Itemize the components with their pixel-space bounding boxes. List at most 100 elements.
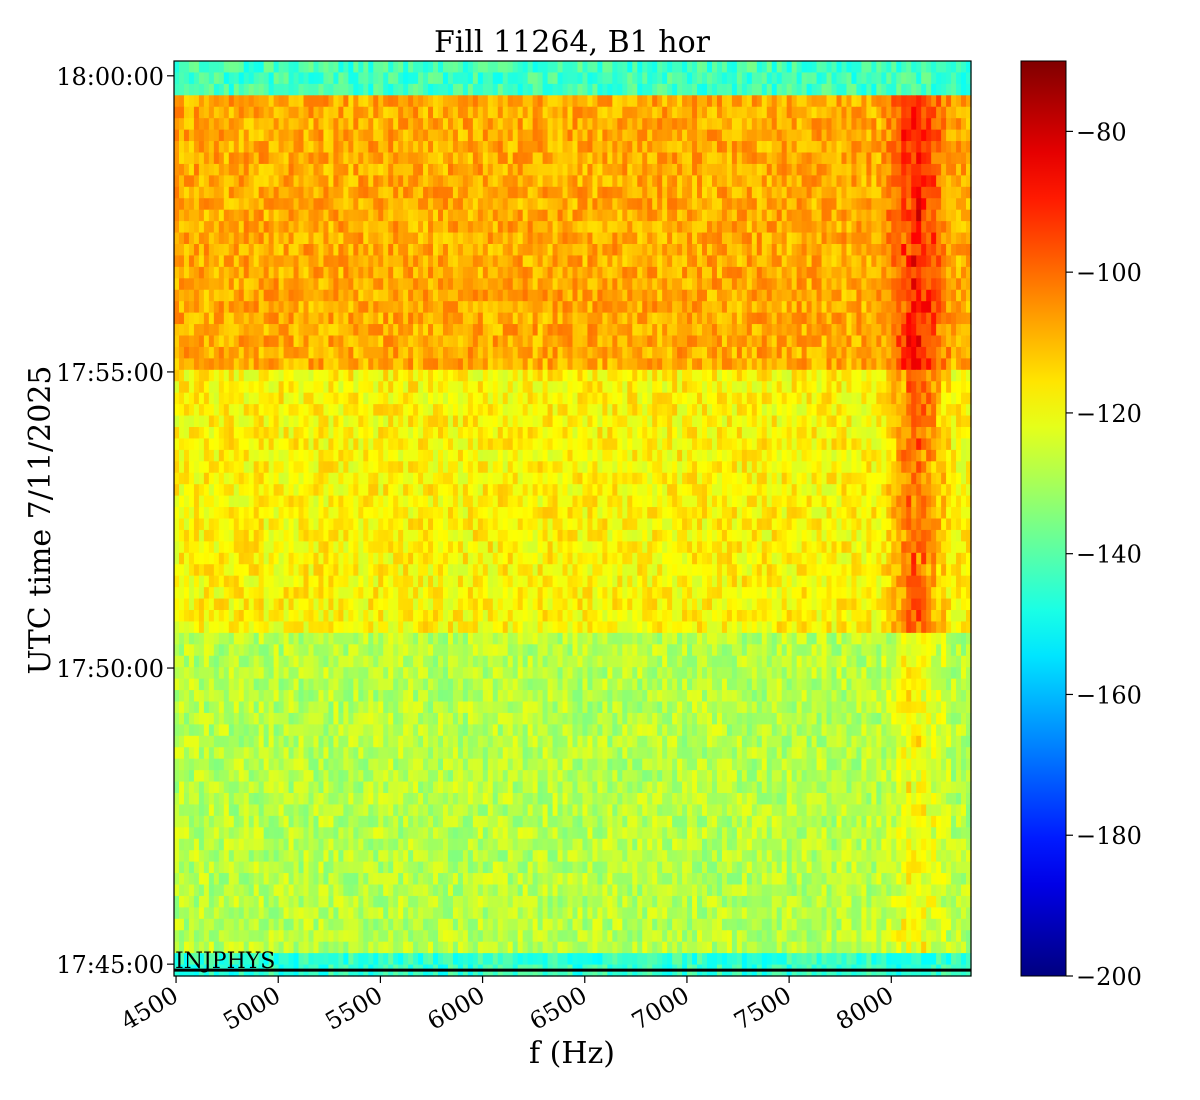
heatmap-cell xyxy=(502,175,509,188)
heatmap-cell xyxy=(462,163,469,176)
heatmap-cell xyxy=(966,129,972,142)
heatmap-cell xyxy=(263,346,270,359)
heatmap-cell xyxy=(786,301,793,314)
heatmap-cell xyxy=(846,392,853,405)
heatmap-cell xyxy=(487,381,494,394)
heatmap-cell xyxy=(702,404,708,417)
heatmap-cell xyxy=(482,301,489,314)
heatmap-cell xyxy=(557,118,564,131)
heatmap-cell xyxy=(756,118,763,131)
heatmap-cell xyxy=(268,301,275,314)
heatmap-cell xyxy=(786,369,793,382)
heatmap-cell xyxy=(557,324,564,337)
heatmap-cell xyxy=(278,129,285,142)
heatmap-cell xyxy=(457,118,464,131)
heatmap-cell xyxy=(956,255,962,268)
heatmap-cell xyxy=(433,186,439,199)
heatmap-cell xyxy=(831,335,838,348)
heatmap-cell xyxy=(318,415,325,428)
heatmap-cell xyxy=(806,346,813,359)
heatmap-cell xyxy=(766,175,773,188)
heatmap-cell xyxy=(283,404,290,417)
heatmap-cell xyxy=(841,163,848,176)
heatmap-cell xyxy=(512,95,519,108)
heatmap-cell xyxy=(831,381,838,394)
heatmap-cell xyxy=(447,346,454,359)
heatmap-cell xyxy=(438,61,444,74)
heatmap-cell xyxy=(667,209,673,222)
heatmap-cell xyxy=(906,152,912,165)
heatmap-cell xyxy=(487,335,494,348)
heatmap-cell xyxy=(393,278,399,291)
heatmap-cell xyxy=(721,118,728,131)
heatmap-cell xyxy=(258,312,265,325)
heatmap-cell xyxy=(447,72,454,85)
heatmap-cell xyxy=(662,324,668,337)
heatmap-cell xyxy=(766,289,773,302)
heatmap-cell xyxy=(438,163,444,176)
heatmap-cell xyxy=(846,61,853,74)
heatmap-cell xyxy=(323,152,330,165)
heatmap-cell xyxy=(423,324,429,337)
heatmap-cell xyxy=(572,163,579,176)
heatmap-cell xyxy=(911,83,917,96)
heatmap-cell xyxy=(433,209,439,222)
heatmap-cell xyxy=(238,163,245,176)
heatmap-cell xyxy=(751,163,758,176)
heatmap-cell xyxy=(338,255,344,268)
heatmap-cell xyxy=(901,232,907,245)
heatmap-cell xyxy=(403,312,409,325)
heatmap-cell xyxy=(891,278,897,291)
heatmap-cell xyxy=(692,324,698,337)
heatmap-cell xyxy=(866,312,872,325)
heatmap-cell xyxy=(781,152,788,165)
heatmap-cell xyxy=(368,106,374,119)
heatmap-cell xyxy=(238,118,245,131)
heatmap-cell xyxy=(343,106,349,119)
heatmap-cell xyxy=(343,266,349,279)
heatmap-cell xyxy=(851,232,858,245)
heatmap-cell xyxy=(786,141,793,154)
heatmap-cell xyxy=(328,244,334,257)
heatmap-cell xyxy=(243,72,250,85)
heatmap-cell xyxy=(423,278,429,291)
heatmap-cell xyxy=(931,289,937,302)
heatmap-cell xyxy=(408,118,414,131)
heatmap-cell xyxy=(298,221,305,234)
heatmap-cell xyxy=(507,175,514,188)
heatmap-cell xyxy=(582,369,589,382)
heatmap-cell xyxy=(612,61,618,74)
heatmap-cell xyxy=(537,266,544,279)
heatmap-cell xyxy=(428,72,434,85)
heatmap-cell xyxy=(313,358,320,371)
heatmap-cell xyxy=(567,118,574,131)
heatmap-cell xyxy=(702,186,708,199)
heatmap-cell xyxy=(966,106,972,119)
heatmap-cell xyxy=(258,404,265,417)
heatmap-cell xyxy=(328,358,334,371)
heatmap-cell xyxy=(672,221,678,234)
heatmap-cell xyxy=(338,346,344,359)
heatmap-cell xyxy=(557,369,564,382)
heatmap-cell xyxy=(532,358,539,371)
heatmap-cell xyxy=(467,232,474,245)
heatmap-cell xyxy=(433,266,439,279)
heatmap-cell xyxy=(223,301,230,314)
heatmap-cell xyxy=(348,301,354,314)
heatmap-cell xyxy=(547,244,554,257)
heatmap-cell xyxy=(806,141,813,154)
heatmap-cell xyxy=(198,335,205,348)
heatmap-cell xyxy=(856,324,863,337)
heatmap-cell xyxy=(418,289,424,302)
heatmap-cell xyxy=(766,61,773,74)
heatmap-cell xyxy=(657,255,663,268)
heatmap-cell xyxy=(507,346,514,359)
heatmap-cell xyxy=(592,289,598,302)
heatmap-cell xyxy=(831,312,838,325)
heatmap-cell xyxy=(308,301,315,314)
heatmap-cell xyxy=(388,72,394,85)
heatmap-cell xyxy=(896,278,902,291)
heatmap-cell xyxy=(846,346,853,359)
heatmap-cell xyxy=(218,118,225,131)
heatmap-cell xyxy=(428,335,434,348)
